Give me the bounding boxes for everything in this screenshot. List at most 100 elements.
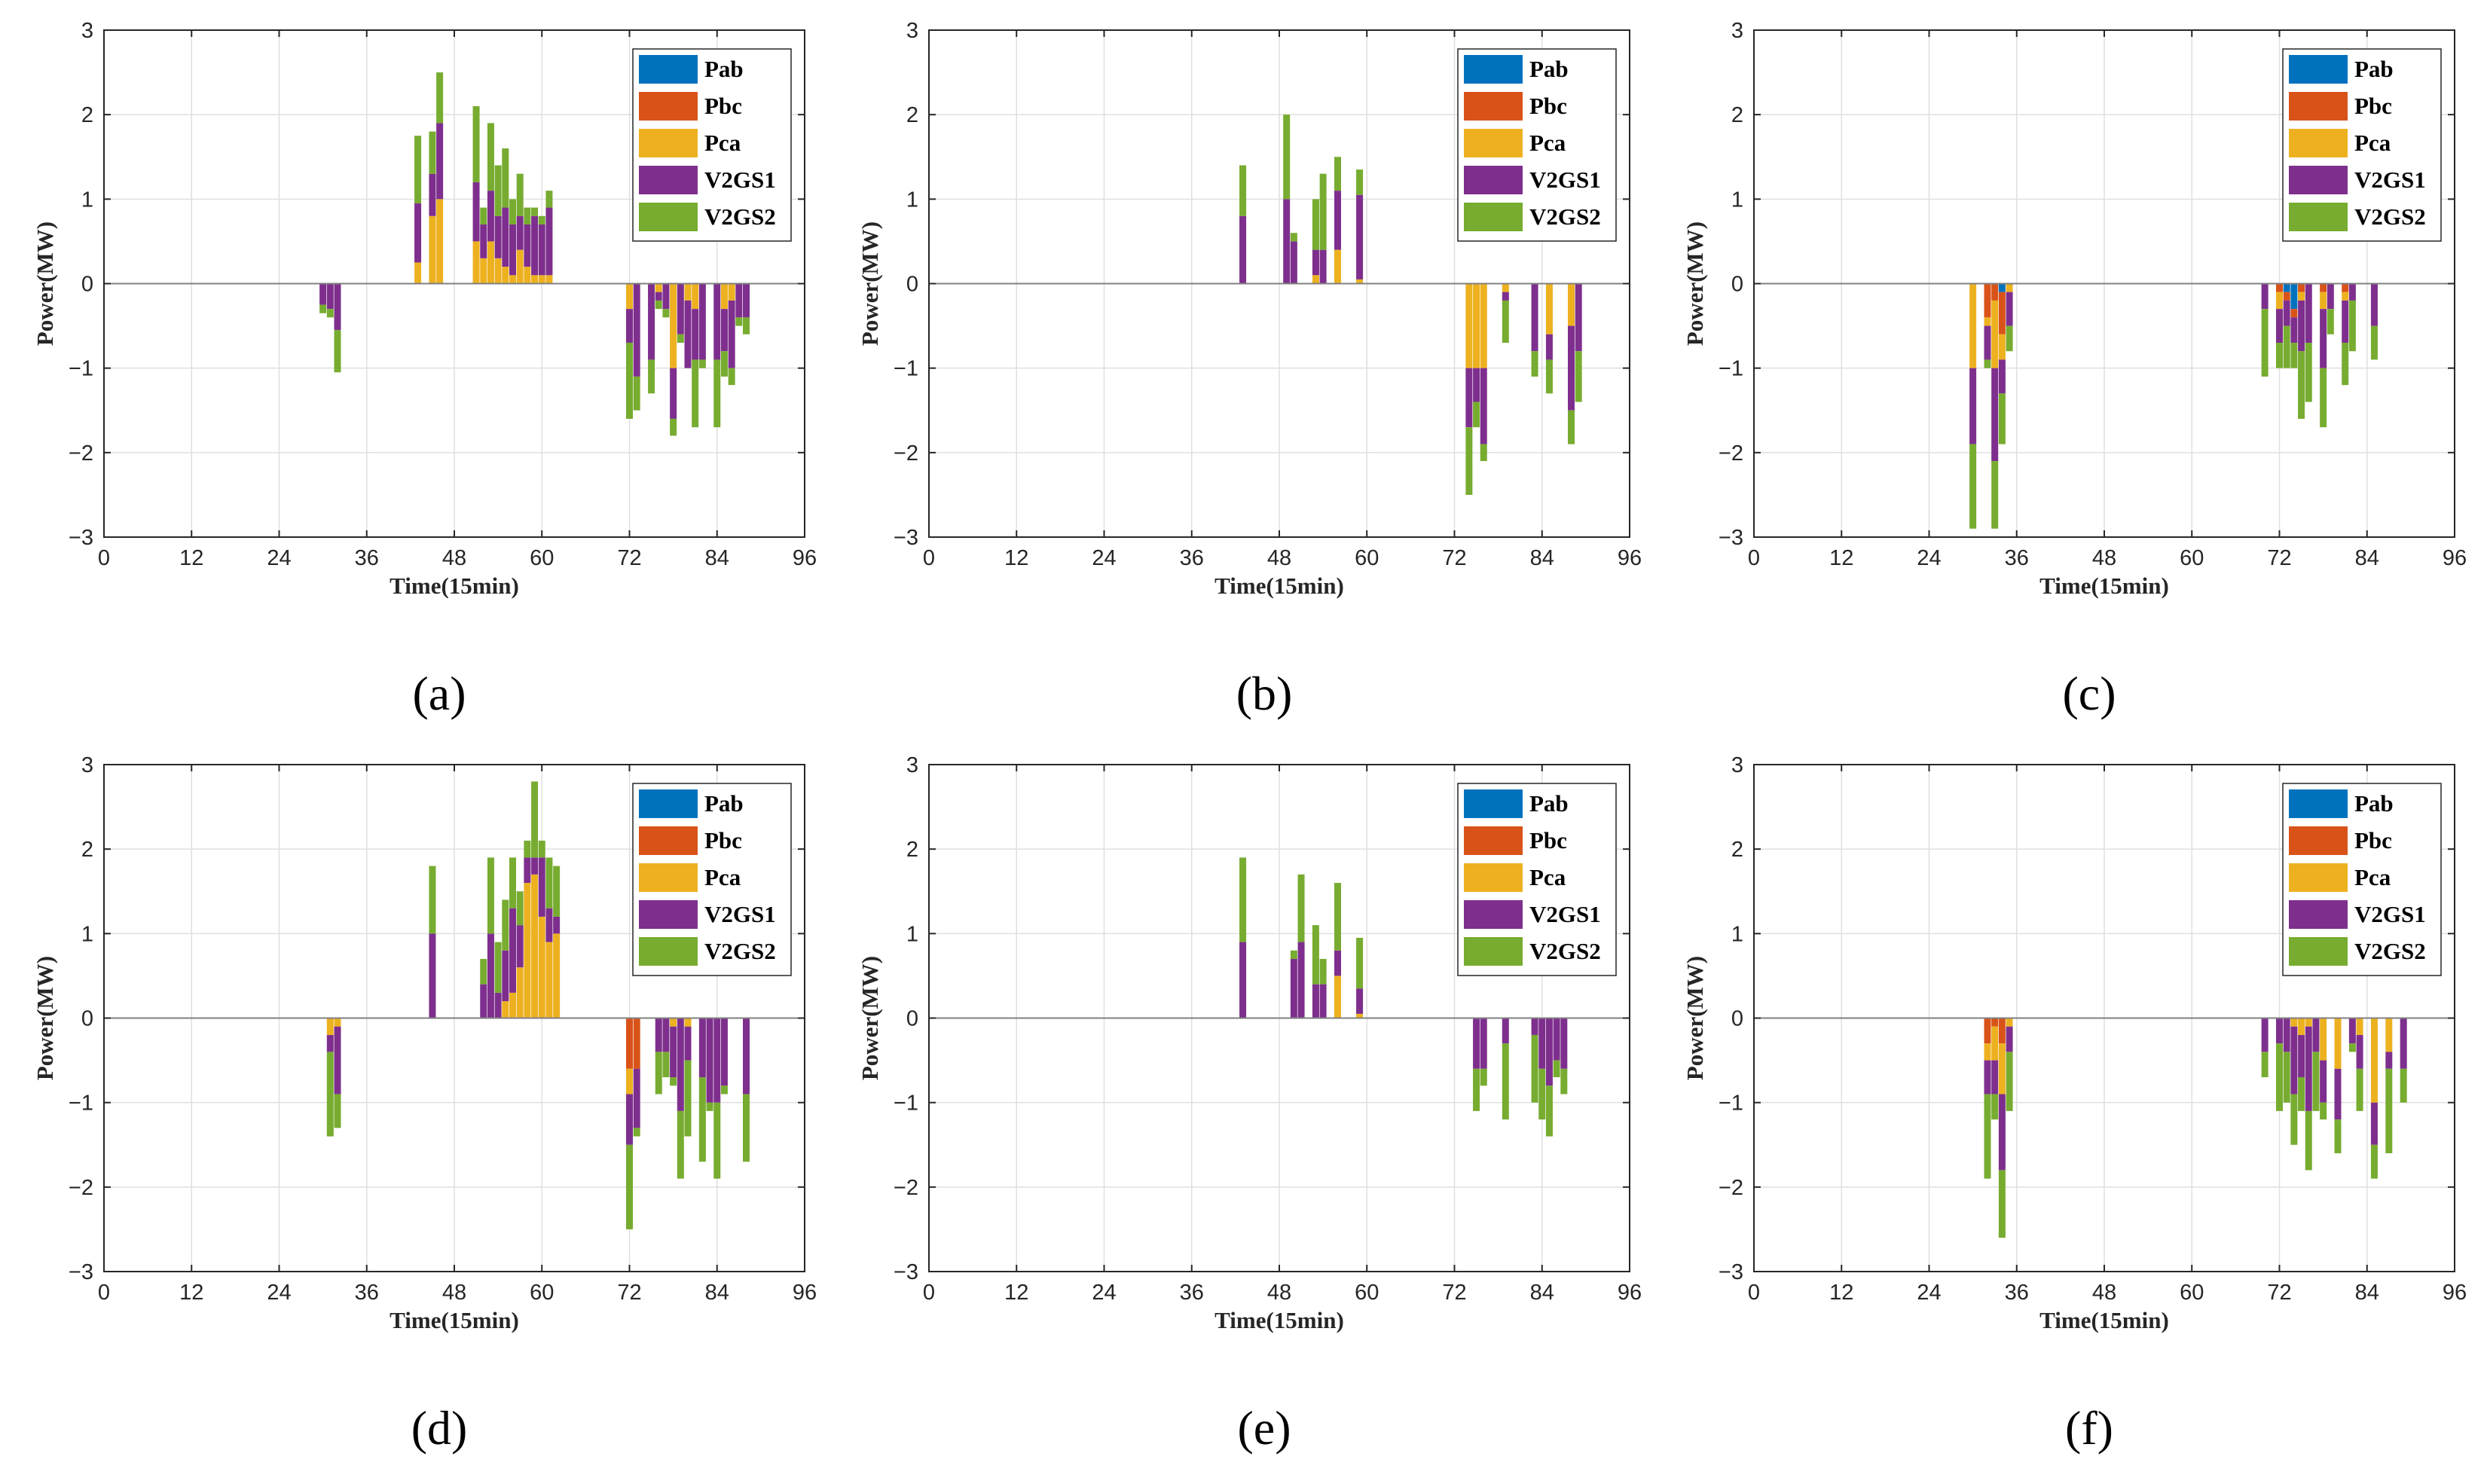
legend-label-pca: Pca [704, 130, 741, 156]
bar-segment-v2gs2 [2348, 300, 2356, 352]
bar-segment-pbc [1984, 283, 1991, 318]
y-tick-label: 0 [1731, 273, 1743, 297]
x-axis-label: Time(15min) [1214, 1307, 1344, 1333]
legend-label-pab: Pab [704, 56, 744, 82]
y-tick-label: −1 [1719, 357, 1743, 381]
bar-group-t60 [538, 215, 545, 284]
bar-group-t89 [2400, 1018, 2407, 1103]
x-tick-label: 48 [2092, 1281, 2116, 1305]
legend: Pab Pbc Pca V2GS1 V2GS2 [1457, 48, 1617, 242]
x-tick-label: 12 [179, 546, 203, 570]
legend-swatch-pca [1464, 863, 1523, 892]
bar-segment-v2gs2 [1312, 925, 1319, 985]
bar-segment-v2gs2 [1575, 351, 1582, 402]
legend-label-v2gs1: V2GS1 [1529, 901, 1601, 927]
legend-swatch-pbc [639, 92, 698, 121]
y-tick-label: 2 [906, 103, 918, 127]
chart-panel-f: 0 12 24 36 48 60 72 84 96 −3 −2 −1 0 1 2 3 Time(15min) Po… [1650, 734, 2475, 1473]
x-tick-label: 36 [1180, 1281, 1204, 1305]
bar-group-t75 [2298, 283, 2305, 419]
legend-swatch-v2gs1 [1464, 166, 1523, 194]
bar-group-t59 [531, 781, 539, 1018]
bar-group-t45 [429, 131, 436, 284]
bar-segment-pab [2290, 283, 2298, 310]
bar-segment-pca [684, 1018, 692, 1027]
bar-segment-pca [1356, 279, 1364, 284]
bar-segment-v2gs2 [1312, 199, 1319, 250]
bar-segment-v2gs2 [1531, 351, 1538, 377]
bar-segment-v2gs2 [1991, 461, 1999, 529]
bar-segment-v2gs2 [2261, 309, 2269, 377]
bar-segment-v2gs1 [1502, 1018, 1509, 1044]
bar-segment-v2gs1 [720, 1018, 728, 1086]
legend-label-v2gs2: V2GS2 [2354, 203, 2426, 230]
bar-segment-v2gs2 [2348, 1043, 2356, 1052]
y-tick-label: −1 [1719, 1092, 1743, 1116]
bar-group-t78 [670, 1018, 677, 1086]
bar-segment-pca [436, 199, 444, 284]
legend: Pab Pbc Pca V2GS1 V2GS2 [632, 783, 792, 976]
bar-group-t76 [655, 1018, 662, 1095]
panel-label: (f) [2065, 1401, 2113, 1455]
bar-segment-v2gs1 [487, 933, 494, 1018]
y-tick-label: −1 [69, 357, 93, 381]
bar-segment-pca [1312, 275, 1319, 284]
bar-segment-v2gs1 [487, 191, 494, 242]
bar-segment-v2gs2 [1984, 359, 1991, 368]
bar-segment-v2gs2 [1568, 410, 1575, 444]
y-axis-label: Power(MW) [857, 956, 883, 1080]
x-axis-label: Time(15min) [390, 1307, 519, 1333]
bar-segment-pca [1984, 317, 1991, 326]
bar-segment-v2gs2 [662, 309, 670, 318]
x-tick-label: 0 [98, 1281, 110, 1305]
bar-segment-v2gs2 [334, 330, 341, 373]
x-axis-label: Time(15min) [2039, 573, 2169, 599]
legend-swatch-v2gs2 [1464, 203, 1523, 231]
bar-segment-v2gs2 [494, 165, 502, 216]
x-tick-label: 48 [442, 546, 466, 570]
legend-swatch-pca [2289, 129, 2348, 157]
bar-segment-pca [692, 283, 699, 310]
bar-segment-v2gs1 [677, 1018, 684, 1111]
bar-group-t55 [502, 899, 509, 1018]
bar-segment-v2gs2 [677, 1110, 684, 1179]
bar-segment-v2gs1 [538, 224, 545, 276]
bar-group-t79 [677, 1018, 684, 1179]
bar-segment-v2gs2 [670, 1077, 677, 1086]
bar-group-t51 [472, 105, 480, 284]
x-tick-label: 36 [1180, 546, 1204, 570]
bar-segment-v2gs1 [1545, 334, 1553, 360]
x-tick-label: 24 [1092, 1281, 1116, 1305]
bar-segment-v2gs2 [538, 840, 545, 858]
bar-segment-v2gs2 [1334, 883, 1341, 951]
y-tick-label: −2 [894, 441, 918, 466]
bar-segment-v2gs2 [684, 1060, 692, 1137]
x-tick-label: 48 [442, 1281, 466, 1305]
legend-label-v2gs2: V2GS2 [2354, 938, 2426, 964]
bar-segment-v2gs2 [509, 857, 516, 908]
y-tick-label: 3 [1731, 19, 1743, 43]
bar-segment-v2gs2 [1480, 1068, 1487, 1086]
bar-segment-v2gs1 [706, 1018, 713, 1103]
bar-segment-v2gs1 [1473, 1018, 1480, 1069]
bar-segment-v2gs2 [1538, 1068, 1546, 1120]
x-tick-label: 0 [1748, 1281, 1760, 1305]
bar-segment-v2gs1 [509, 224, 516, 276]
bar-segment-v2gs1 [1991, 368, 1999, 462]
bar-segment-pbc [1998, 1018, 2006, 1044]
bar-group-t73 [633, 1018, 640, 1137]
bar-segment-v2gs2 [1502, 300, 1509, 344]
chart-panel-e: 0 12 24 36 48 60 72 84 96 −3 −2 −1 0 1 2 3 Time(15min) Po… [825, 734, 1650, 1473]
bar-group-t76 [655, 283, 662, 310]
bar-segment-v2gs2 [538, 215, 545, 224]
bar-group-t76 [2305, 283, 2312, 402]
legend-label-pca: Pca [1529, 130, 1566, 156]
bar-segment-pca [524, 267, 531, 284]
bar-group-t79 [1502, 1018, 1509, 1120]
bar-group-t82 [2348, 1018, 2356, 1052]
legend-label-pab: Pab [1529, 790, 1569, 817]
bar-segment-v2gs1 [670, 1026, 677, 1078]
bar-segment-pbc [1991, 1018, 1999, 1027]
bar-group-t72 [2276, 1018, 2283, 1111]
bar-segment-v2gs2 [2320, 1102, 2327, 1120]
